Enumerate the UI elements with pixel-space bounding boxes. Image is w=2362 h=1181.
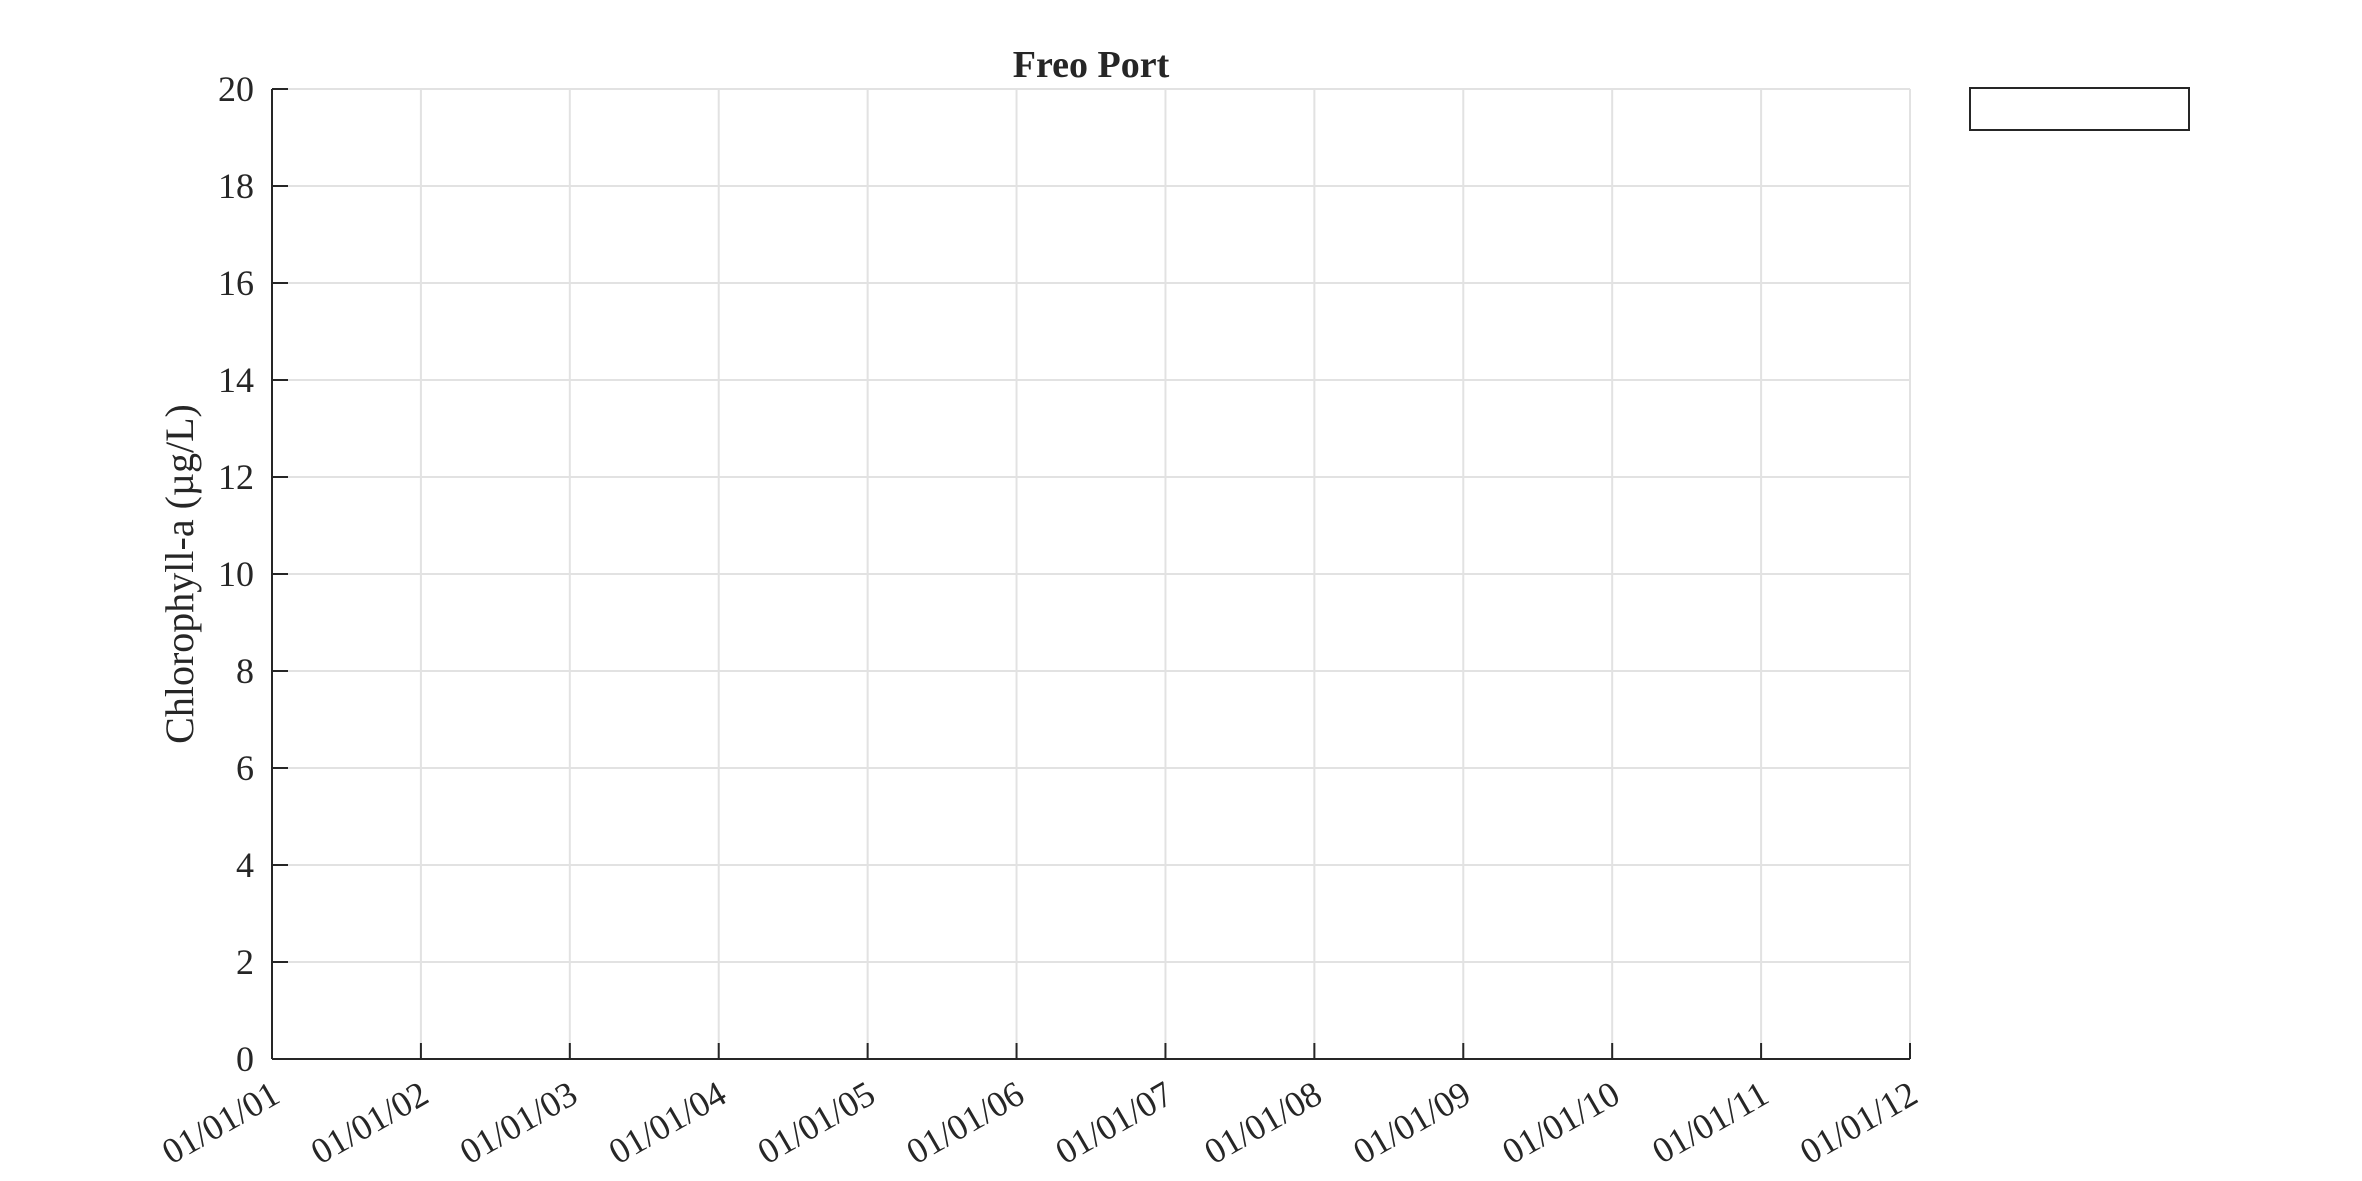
x-tick-label: 01/01/09 <box>1346 1073 1477 1172</box>
x-tick-label: 01/01/08 <box>1197 1073 1328 1172</box>
y-tick-label: 18 <box>218 166 254 206</box>
y-tick-label: 2 <box>236 942 254 982</box>
y-tick-label: 4 <box>236 845 254 885</box>
x-tick-label: 01/01/12 <box>1793 1073 1924 1172</box>
x-tick-label: 01/01/06 <box>900 1073 1031 1172</box>
y-tick-label: 8 <box>236 651 254 691</box>
y-tick-label: 0 <box>236 1039 254 1079</box>
axes <box>271 88 1911 1060</box>
x-tick-label: 01/01/11 <box>1645 1073 1775 1171</box>
y-tick-label: 16 <box>218 263 254 303</box>
grid-lines <box>271 88 1911 1060</box>
x-tick-labels: 01/01/01 01/01/02 01/01/03 01/01/04 01/01/05… <box>155 1073 1924 1172</box>
x-tick-label: 01/01/02 <box>304 1073 435 1172</box>
chart-title: Freo Port <box>1013 44 1170 86</box>
y-tick-label: 12 <box>218 457 254 497</box>
x-tick-label: 01/01/04 <box>602 1073 733 1172</box>
y-tick-label: 10 <box>218 554 254 594</box>
y-axis-label: Chlorophyll-a (µg/L) <box>157 404 202 744</box>
y-tick-labels: 0 2 4 6 8 10 12 14 16 18 20 <box>218 69 254 1079</box>
y-tick-label: 6 <box>236 748 254 788</box>
x-tick-label: 01/01/03 <box>453 1073 584 1172</box>
legend-box <box>1969 87 2190 131</box>
x-tick-label: 01/01/10 <box>1495 1073 1626 1172</box>
x-tick-label: 01/01/01 <box>155 1073 286 1172</box>
y-tick-label: 14 <box>218 360 254 400</box>
x-tick-label: 01/01/07 <box>1049 1073 1180 1172</box>
y-tick-label: 20 <box>218 69 254 109</box>
x-tick-label: 01/01/05 <box>751 1073 882 1172</box>
